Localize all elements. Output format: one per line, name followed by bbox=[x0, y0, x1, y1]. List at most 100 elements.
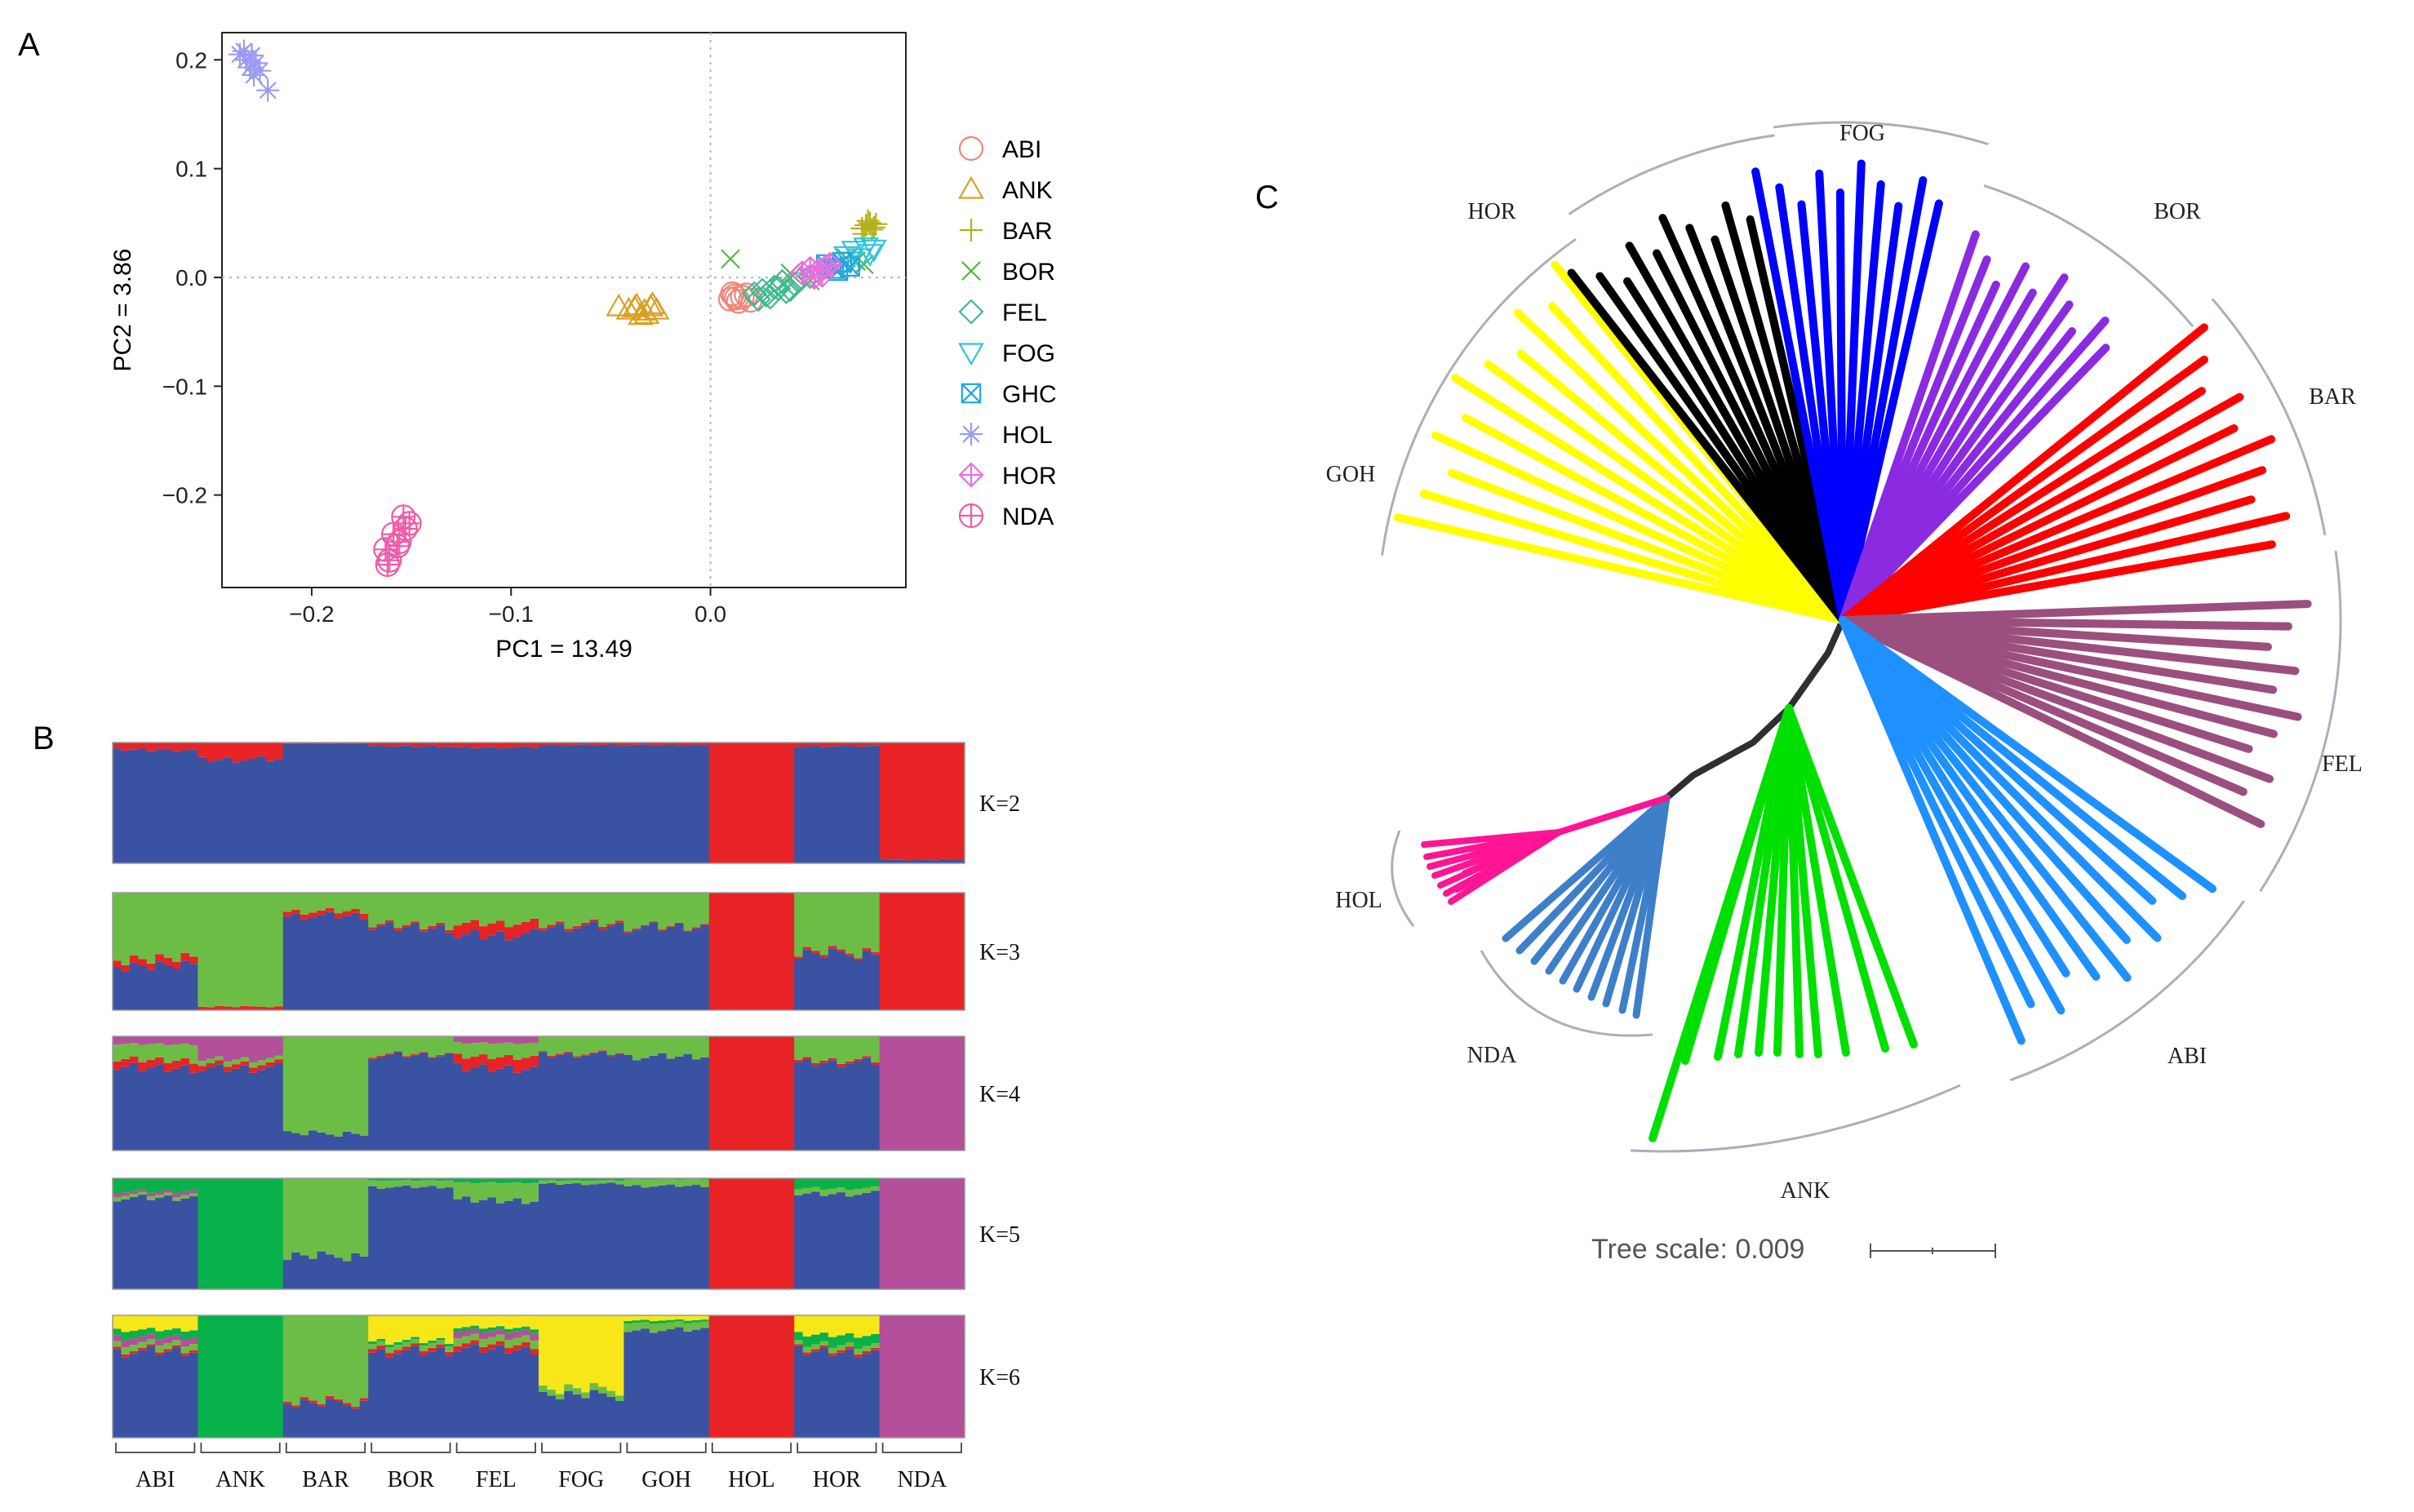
admixture-bar-segment bbox=[683, 1320, 693, 1324]
leaf-branch bbox=[1785, 704, 1889, 1053]
admixture-bar-segment bbox=[930, 1036, 940, 1151]
admixture-bar-segment bbox=[138, 1341, 148, 1348]
admixture-bar-segment bbox=[172, 1178, 182, 1194]
admixture-bar-segment bbox=[300, 1315, 309, 1398]
admixture-bar-segment bbox=[555, 924, 565, 1010]
admixture-bar-segment bbox=[888, 1036, 898, 1151]
admixture-bar-segment bbox=[683, 1315, 693, 1321]
admixture-bar-segment bbox=[385, 1036, 395, 1054]
admixture-bar-segment bbox=[470, 1182, 480, 1203]
admixture-bar-segment bbox=[658, 1179, 668, 1186]
admixture-bar-segment bbox=[547, 1036, 557, 1056]
admixture-bar-segment bbox=[113, 960, 122, 968]
admixture-bar-segment bbox=[428, 928, 437, 1010]
admixture-bar-segment bbox=[257, 743, 267, 756]
admixture-bar-segment bbox=[334, 1315, 344, 1399]
admixture-bar-segment bbox=[462, 1178, 472, 1182]
admixture-bar-segment bbox=[232, 893, 242, 1008]
admixture-bar-segment bbox=[385, 920, 395, 923]
admixture-bar-segment bbox=[845, 1341, 854, 1347]
admixture-bar-segment bbox=[606, 1056, 616, 1151]
admixture-bar-segment bbox=[802, 1315, 812, 1337]
admixture-bar-segment bbox=[913, 743, 923, 860]
admixture-bar-segment bbox=[632, 1315, 641, 1321]
admixture-bar-segment bbox=[623, 743, 633, 746]
admixture-bar-segment bbox=[351, 1407, 361, 1409]
admixture-bar-segment bbox=[172, 962, 182, 969]
admixture-bar-segment bbox=[180, 1315, 190, 1332]
admixture-bar-segment bbox=[180, 1353, 190, 1356]
admixture-bar-segment bbox=[129, 1345, 139, 1352]
admixture-bar-segment bbox=[598, 929, 608, 1010]
admixture-bar-segment bbox=[206, 893, 215, 1008]
admixture-bar-segment bbox=[282, 1036, 292, 1132]
admixture-bar-segment bbox=[794, 1178, 804, 1190]
admixture-bar-segment bbox=[819, 743, 829, 747]
admixture-bar-segment bbox=[819, 1178, 829, 1190]
admixture-bar-segment bbox=[530, 1036, 539, 1043]
admixture-bar-segment bbox=[445, 743, 455, 747]
admixture-bar-segment bbox=[504, 1348, 514, 1354]
admixture-bar-segment bbox=[802, 1178, 812, 1188]
admixture-bar-segment bbox=[180, 1346, 190, 1354]
admixture-bar-segment bbox=[402, 743, 411, 746]
admixture-bar-segment bbox=[445, 1178, 455, 1181]
legend-marker-hor bbox=[958, 462, 984, 488]
admixture-bar-segment bbox=[896, 859, 906, 863]
admixture-bar-segment bbox=[393, 1051, 403, 1053]
admixture-bar-segment bbox=[334, 743, 344, 863]
admixture-bar-segment bbox=[453, 1062, 463, 1151]
admixture-bar-segment bbox=[163, 1342, 173, 1350]
admixture-bar-segment bbox=[197, 893, 207, 1007]
leaf-branch bbox=[1447, 468, 1847, 624]
admixture-bar-segment bbox=[180, 1058, 190, 1066]
admixture-bar-segment bbox=[385, 1187, 395, 1289]
admixture-bar-segment bbox=[802, 947, 812, 950]
admixture-bar-segment bbox=[521, 1204, 531, 1289]
admixture-bar-segment bbox=[555, 921, 565, 924]
admixture-bar-segment bbox=[462, 1343, 472, 1348]
admixture-bar-segment bbox=[445, 1180, 455, 1188]
admixture-bar-segment bbox=[768, 1036, 778, 1151]
admixture-bar-segment bbox=[836, 1335, 846, 1346]
admixture-bar-segment bbox=[453, 925, 463, 938]
admixture-bar-segment bbox=[274, 759, 284, 863]
admixture-bar-segment bbox=[129, 955, 139, 963]
panel-b-letter: B bbox=[33, 721, 55, 756]
admixture-bar-segment bbox=[598, 893, 608, 927]
admixture-panel-K=4: K=4 bbox=[112, 1035, 1020, 1151]
admixture-bar-segment bbox=[845, 1178, 854, 1191]
admixture-bar-segment bbox=[708, 1315, 718, 1438]
admixture-bar-segment bbox=[521, 1341, 531, 1347]
admixture-bar-segment bbox=[581, 922, 591, 925]
admixture-bar-segment bbox=[513, 1072, 522, 1151]
admixture-bar-segment bbox=[495, 1315, 505, 1327]
admixture-bar-segment bbox=[666, 1036, 676, 1059]
leaf-branch bbox=[1393, 513, 1847, 624]
admixture-bar-segment bbox=[598, 1183, 608, 1289]
admixture-bar-segment bbox=[410, 1339, 420, 1344]
admixture-bar-segment bbox=[854, 1315, 863, 1338]
admixture-bar-segment bbox=[845, 745, 854, 863]
admixture-bar-segment bbox=[572, 1315, 582, 1389]
pca-point-hol bbox=[242, 64, 266, 86]
admixture-bar-segment bbox=[428, 1178, 437, 1181]
admixture-bar-segment bbox=[691, 893, 701, 928]
admixture-bar-segment bbox=[376, 1057, 386, 1151]
admixture-bar-segment bbox=[138, 1350, 148, 1438]
pca-point-fog bbox=[857, 244, 883, 267]
admixture-bar-segment bbox=[155, 1036, 165, 1044]
admixture-bar-segment bbox=[649, 1179, 659, 1187]
pca-y-tick-label: −0.1 bbox=[162, 374, 207, 399]
admixture-bar-segment bbox=[530, 1340, 539, 1350]
admixture-bar-segment bbox=[172, 1315, 182, 1328]
admixture-bar-segment bbox=[291, 909, 301, 915]
admixture-bar-segment bbox=[300, 1036, 309, 1136]
admixture-bar-segment bbox=[402, 1180, 411, 1186]
admixture-bar-segment bbox=[342, 1131, 352, 1151]
admixture-bar-segment bbox=[385, 893, 395, 920]
admixture-bar-segment bbox=[871, 1062, 881, 1066]
admixture-panel-frame bbox=[112, 742, 965, 864]
admixture-bar-segment bbox=[641, 1319, 650, 1323]
admixture-bar-segment bbox=[794, 1340, 804, 1345]
